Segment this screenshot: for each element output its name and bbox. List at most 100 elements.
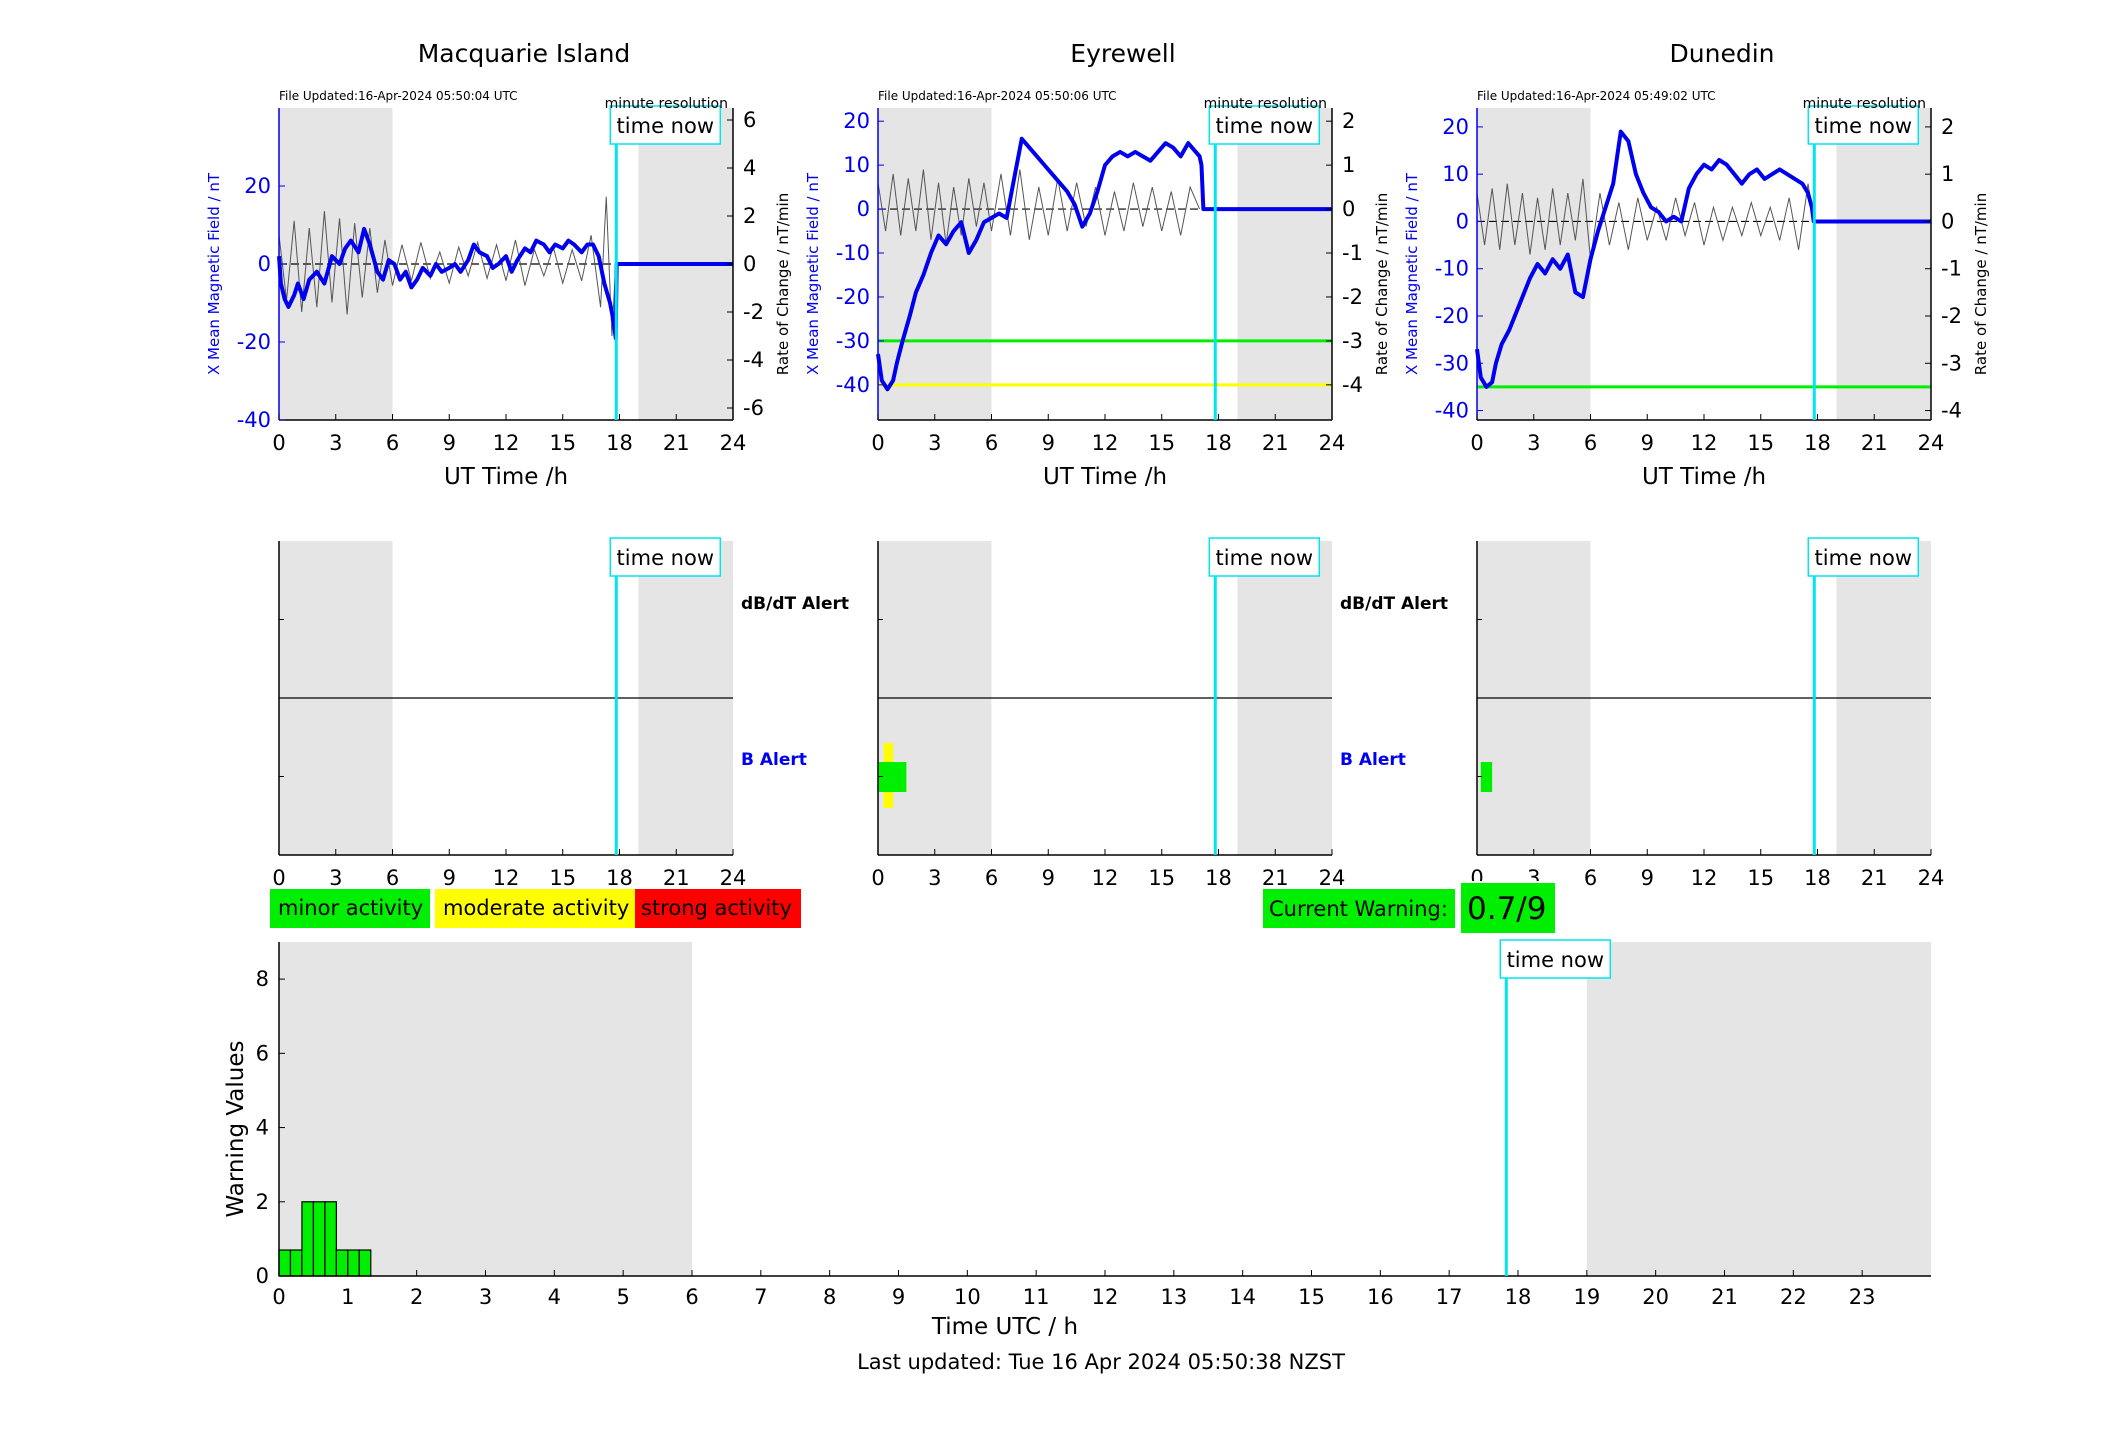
night-shading (279, 942, 692, 1276)
x-tick-label: 12 (493, 431, 520, 455)
x-tick-label: 9 (1641, 866, 1654, 890)
activity-legend: minor activity moderate activity strong … (270, 881, 1557, 935)
file-updated: File Updated:16-Apr-2024 05:49:02 UTC (1477, 89, 1716, 103)
time-now-label-box (1208, 537, 1321, 577)
night-shading (1586, 942, 1931, 1276)
x-tick-label: 15 (1148, 866, 1175, 890)
time-now-label-box (609, 105, 722, 145)
x-tick-label: 22 (1780, 1285, 1807, 1309)
y-tick-label: -30 (836, 329, 870, 353)
x-tick-label: 12 (1691, 431, 1718, 455)
last-updated: Last updated: Tue 16 Apr 2024 05:50:38 N… (857, 1350, 1345, 1374)
y2-tick-label: -4 (1342, 373, 1363, 397)
y-axis-label: X Mean Magnetic Field / nT (205, 172, 223, 375)
x-tick-label: 3 (928, 431, 941, 455)
dbdt-alert-label: dB/dT Alert (741, 594, 849, 614)
x-axis-label: UT Time /h (1642, 464, 1766, 490)
y2-tick-label: -4 (1941, 399, 1962, 423)
x-tick-label: 0 (272, 866, 285, 890)
x-tick-label: 14 (1229, 1285, 1256, 1309)
x-tick-label: 21 (1262, 431, 1289, 455)
x-tick-label: 17 (1436, 1285, 1463, 1309)
x-tick-label: 12 (1092, 866, 1119, 890)
rate-of-change-series (877, 169, 1201, 245)
warning-bar (289, 1249, 303, 1277)
alert-chart-1: time now 0 3 6 9 12 15 18 21 24 dB/dT Alert B Alert (871, 537, 1448, 890)
x-tick-label: 21 (1262, 866, 1289, 890)
x-tick-label: 18 (606, 431, 633, 455)
x-tick-label: 18 (1205, 866, 1232, 890)
current-warning-value-box (1459, 881, 1557, 935)
x-tick-label: 0 (871, 866, 884, 890)
y2-tick-label: -2 (1342, 285, 1363, 309)
legend-strong-label: strong activity (641, 896, 792, 920)
y-tick-label: -40 (237, 408, 271, 432)
x-tick-label: 5 (616, 1285, 629, 1309)
y-tick-label: 8 (256, 967, 269, 991)
magnetic-field-series (1475, 129, 1931, 389)
x-tick-label: 6 (1584, 866, 1597, 890)
x-tick-label: 15 (1298, 1285, 1325, 1309)
station-title: Eyrewell (1070, 39, 1175, 68)
file-updated: File Updated:16-Apr-2024 05:50:04 UTC (279, 89, 518, 103)
alert-bar-minor (1480, 762, 1493, 792)
y2-tick-label: 1 (1342, 153, 1355, 177)
x-tick-label: 0 (272, 431, 285, 455)
y-tick-label: 10 (1442, 162, 1469, 186)
x-tick-label: 8 (823, 1285, 836, 1309)
x-tick-label: 15 (1747, 866, 1774, 890)
y2-tick-label: 0 (743, 252, 756, 276)
x-tick-label: 10 (954, 1285, 981, 1309)
x-tick-label: 19 (1573, 1285, 1600, 1309)
x-tick-label: 2 (410, 1285, 423, 1309)
y2-tick-label: 2 (743, 204, 756, 228)
x-tick-label: 23 (1849, 1285, 1876, 1309)
x-tick-label: 21 (1861, 866, 1888, 890)
y-tick-label: -20 (237, 330, 271, 354)
y2-tick-label: -3 (1941, 351, 1962, 375)
file-updated: File Updated:16-Apr-2024 05:50:06 UTC (878, 89, 1117, 103)
resolution-label: minute resolution (1204, 96, 1327, 112)
x-tick-label: 18 (1804, 431, 1831, 455)
y-tick-label: 0 (857, 197, 870, 221)
time-now-label: time now (617, 114, 714, 138)
y2-tick-label: 2 (1941, 115, 1954, 139)
y2-tick-label: -4 (743, 348, 764, 372)
x-tick-label: 24 (720, 866, 747, 890)
x-tick-label: 24 (1918, 866, 1945, 890)
x-tick-label: 6 (685, 1285, 698, 1309)
x-tick-label: 0 (871, 431, 884, 455)
x-tick-label: 6 (985, 431, 998, 455)
x-axis-label: UT Time /h (444, 464, 568, 490)
y-axis-label: X Mean Magnetic Field / nT (804, 172, 822, 375)
y-tick-label: -40 (1435, 399, 1469, 423)
x-axis-label: Time UTC / h (931, 1314, 1078, 1340)
x-tick-label: 21 (1711, 1285, 1738, 1309)
current-warning-box (1263, 889, 1455, 928)
night-shading (1836, 108, 1931, 420)
magnetic-field-series (876, 136, 1332, 392)
x-tick-label: 12 (493, 866, 520, 890)
x-tick-label: 24 (720, 431, 747, 455)
x-tick-label: 1 (341, 1285, 354, 1309)
y-tick-label: -20 (1435, 304, 1469, 328)
x-tick-label: 21 (1861, 431, 1888, 455)
x-tick-label: 3 (479, 1285, 492, 1309)
x-tick-label: 11 (1023, 1285, 1050, 1309)
y2-tick-label: 2 (1342, 109, 1355, 133)
y2-axis-label: Rate of Change / nT/min (774, 193, 792, 375)
y2-axis-label: Rate of Change / nT/min (1972, 193, 1990, 375)
y2-tick-label: 0 (1941, 209, 1954, 233)
y2-tick-label: 4 (743, 156, 756, 180)
time-now-label-box (1499, 939, 1612, 979)
y-axis-label: Warning Values (223, 1040, 249, 1217)
x-tick-label: 7 (754, 1285, 767, 1309)
station-title: Dunedin (1670, 39, 1775, 68)
x-tick-label: 3 (1527, 431, 1540, 455)
